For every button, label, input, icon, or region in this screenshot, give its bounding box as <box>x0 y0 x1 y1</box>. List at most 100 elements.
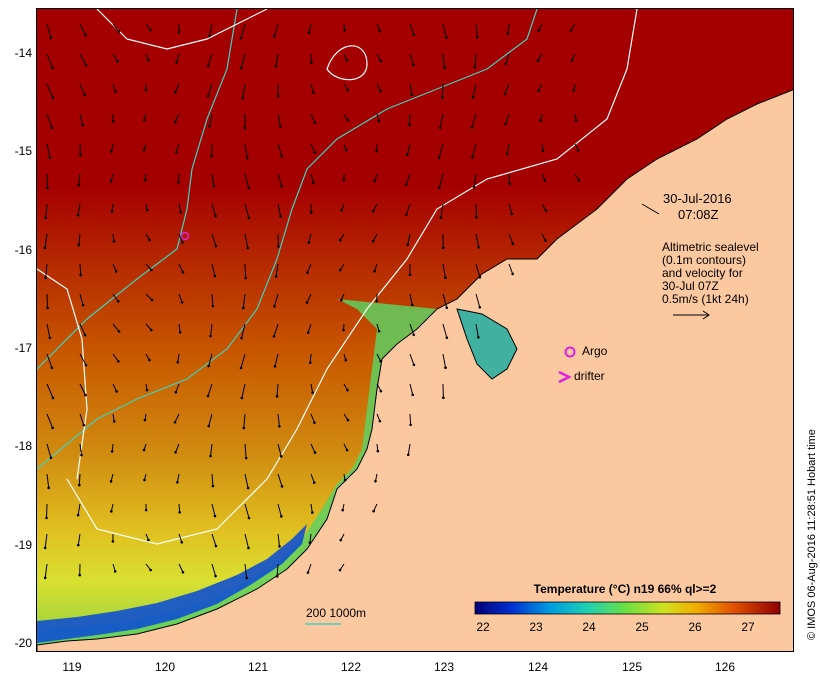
velocity-arrow <box>45 203 48 218</box>
velocity-arrow <box>208 113 213 127</box>
velocity-arrow <box>407 443 411 455</box>
velocity-arrow <box>275 53 279 67</box>
velocity-arrowhead <box>145 388 149 392</box>
velocity-arrowhead <box>441 246 445 250</box>
velocity-arrowhead <box>473 65 477 69</box>
velocity-arrowhead <box>312 91 315 94</box>
velocity-arrowhead <box>475 215 478 219</box>
velocity-arrow <box>475 323 479 338</box>
velocity-arrow <box>178 293 183 303</box>
velocity-arrowhead <box>76 513 80 517</box>
velocity-arrow <box>174 113 180 123</box>
velocity-arrowhead <box>309 211 313 214</box>
velocity-arrowhead <box>173 420 177 424</box>
velocity-arrowhead <box>173 90 177 94</box>
velocity-arrowhead <box>214 214 217 218</box>
velocity-arrowhead <box>247 546 250 550</box>
velocity-arrow <box>277 203 282 217</box>
velocity-arrowhead <box>543 179 547 182</box>
velocity-arrow <box>178 323 181 333</box>
velocity-arrowhead <box>544 239 547 242</box>
velocity-arrow <box>242 293 246 309</box>
velocity-arrowhead <box>109 180 113 183</box>
velocity-arrowhead <box>440 96 444 100</box>
velocity-arrowhead <box>340 298 343 302</box>
velocity-arrow <box>46 383 54 399</box>
velocity-arrow <box>207 383 213 397</box>
velocity-arrowhead <box>110 450 114 453</box>
image-time: 07:08Z <box>678 207 719 222</box>
velocity-arrow <box>244 233 249 249</box>
velocity-arrow <box>309 533 312 543</box>
velocity-arrow <box>244 263 247 279</box>
velocity-arrow <box>46 83 54 99</box>
velocity-arrowhead <box>46 186 49 190</box>
velocity-arrowhead <box>306 271 309 274</box>
velocity-arrow <box>273 23 279 37</box>
velocity-arrowhead <box>280 485 284 488</box>
velocity-arrowhead <box>244 456 248 460</box>
velocity-arrow <box>211 173 215 187</box>
velocity-arrow <box>275 263 279 277</box>
king-sound-bay <box>456 308 518 380</box>
velocity-arrowhead <box>109 480 113 483</box>
argo-label: Argo <box>582 344 608 358</box>
velocity-arrowhead <box>438 126 442 130</box>
velocity-arrow <box>211 563 217 577</box>
velocity-arrow <box>209 23 213 37</box>
velocity-arrowhead <box>146 58 150 62</box>
velocity-arrowhead <box>345 58 349 62</box>
velocity-arrowhead <box>111 540 115 543</box>
contour-sealevel-2 <box>37 268 88 480</box>
velocity-arrow <box>241 323 246 339</box>
velocity-arrowhead <box>51 66 54 70</box>
y-tick-label: -17 <box>14 341 32 355</box>
legend-line-2: (0.1m contours) <box>662 253 747 267</box>
colorbar-tick: 23 <box>529 620 543 634</box>
image-date: 30-Jul-2016 <box>663 191 732 206</box>
velocity-arrow <box>46 503 48 518</box>
velocity-arrowhead <box>44 276 47 280</box>
velocity-arrowhead <box>313 151 317 154</box>
velocity-arrowhead <box>208 124 211 128</box>
velocity-arrowhead <box>243 126 247 130</box>
velocity-arrow <box>46 113 53 128</box>
velocity-arrowhead <box>48 156 52 160</box>
velocity-arrowhead <box>83 93 87 97</box>
velocity-arrowhead <box>206 394 210 398</box>
velocity-arrow <box>79 293 84 306</box>
velocity-arrow <box>46 53 54 69</box>
velocity-arrow <box>112 353 119 362</box>
velocity-arrow <box>407 233 411 245</box>
velocity-arrowhead <box>51 396 55 400</box>
velocity-arrowhead <box>212 184 216 188</box>
velocity-arrow <box>46 23 52 38</box>
colorbar-tick: 26 <box>688 620 702 634</box>
velocity-arrowhead <box>144 508 148 512</box>
velocity-arrowhead <box>374 479 377 483</box>
velocity-arrow <box>508 203 513 215</box>
velocity-arrow <box>409 413 412 425</box>
velocity-arrow <box>79 323 86 336</box>
velocity-arrowhead <box>410 303 414 307</box>
velocity-arrowhead <box>79 153 82 157</box>
velocity-arrow <box>310 83 315 93</box>
velocity-arrow <box>175 143 180 153</box>
velocity-arrow <box>308 233 312 243</box>
velocity-arrowhead <box>80 453 83 457</box>
velocity-arrowhead <box>50 126 54 130</box>
velocity-arrow <box>438 143 444 158</box>
velocity-arrowhead <box>412 333 416 337</box>
velocity-arrowhead <box>181 240 184 244</box>
velocity-arrowhead <box>211 304 215 308</box>
velocity-arrowhead <box>443 66 446 70</box>
velocity-arrow <box>505 53 510 65</box>
velocity-arrowhead <box>310 511 314 514</box>
velocity-arrow <box>474 53 477 68</box>
velocity-arrow <box>112 323 120 332</box>
velocity-arrow <box>175 383 180 393</box>
coastal-cool-band <box>37 299 437 645</box>
velocity-arrow <box>409 293 413 305</box>
velocity-arrow <box>46 293 49 308</box>
velocity-arrowhead <box>143 118 146 122</box>
